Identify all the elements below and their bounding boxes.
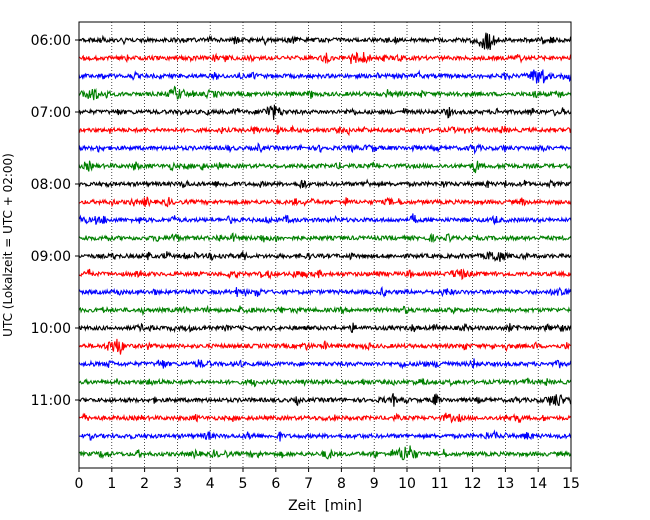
x-tick-label: 4 bbox=[206, 476, 215, 492]
seismogram-trace bbox=[78, 232, 572, 244]
y-tick-label: 09:00 bbox=[31, 249, 71, 265]
seismogram-trace bbox=[78, 69, 572, 84]
seismogram-trace bbox=[78, 104, 572, 120]
seismogram-trace bbox=[78, 32, 572, 51]
y-tick-label: 08:00 bbox=[31, 177, 71, 193]
x-tick-label: 8 bbox=[337, 476, 346, 492]
y-axis-ticks: 06:00 07:00 08:00 09:00 10:00 11:00 bbox=[31, 33, 79, 409]
seismogram-trace bbox=[78, 51, 572, 65]
seismogram-trace bbox=[78, 322, 572, 334]
x-tick-label: 10 bbox=[398, 476, 416, 492]
seismogram-trace bbox=[78, 213, 572, 226]
plot-frame bbox=[78, 21, 572, 469]
y-tick-label: 11:00 bbox=[31, 393, 71, 409]
seismogram-trace bbox=[78, 142, 572, 155]
x-tick-label: 12 bbox=[464, 476, 482, 492]
seismogram-trace bbox=[78, 124, 572, 137]
x-tick-label: 5 bbox=[239, 476, 248, 492]
x-axis-label: Zeit [min] bbox=[288, 498, 362, 514]
seismogram-trace bbox=[78, 160, 572, 174]
x-tick-label: 0 bbox=[75, 476, 84, 492]
seismogram-trace bbox=[78, 338, 572, 355]
seismogram-trace bbox=[78, 429, 572, 442]
x-tick-label: 2 bbox=[140, 476, 149, 492]
seismogram-traces bbox=[78, 32, 572, 461]
x-tick-label: 13 bbox=[496, 476, 514, 492]
seismogram-trace bbox=[78, 285, 572, 298]
seismogram-trace bbox=[78, 178, 572, 190]
seismogram-trace bbox=[78, 445, 572, 461]
x-axis-ticks: 0 1 2 3 4 5 6 7 8 9 10 11 12 13 14 15 bbox=[75, 468, 580, 492]
x-tick-label: 6 bbox=[271, 476, 280, 492]
seismogram-trace bbox=[78, 196, 572, 208]
seismogram-trace bbox=[78, 393, 572, 407]
y-axis-label: UTC (Lokalzeit = UTC + 02:00) bbox=[1, 153, 15, 337]
x-tick-label: 14 bbox=[529, 476, 547, 492]
seismogram-trace bbox=[78, 268, 572, 281]
x-tick-label: 9 bbox=[370, 476, 379, 492]
seismogram-trace bbox=[78, 304, 572, 317]
x-tick-label: 11 bbox=[431, 476, 449, 492]
seismogram-trace bbox=[78, 412, 572, 424]
y-tick-label: 10:00 bbox=[31, 321, 71, 337]
seismogram-trace bbox=[78, 377, 572, 388]
grid-lines bbox=[111, 22, 539, 468]
seismogram-trace bbox=[78, 251, 572, 262]
seismogram-trace bbox=[78, 358, 572, 370]
x-tick-label: 1 bbox=[107, 476, 116, 492]
x-tick-label: 3 bbox=[173, 476, 182, 492]
y-tick-label: 07:00 bbox=[31, 105, 71, 121]
x-tick-label: 7 bbox=[304, 476, 313, 492]
y-tick-label: 06:00 bbox=[31, 33, 71, 49]
x-tick-label: 15 bbox=[562, 476, 580, 492]
seismogram-trace bbox=[78, 85, 572, 101]
